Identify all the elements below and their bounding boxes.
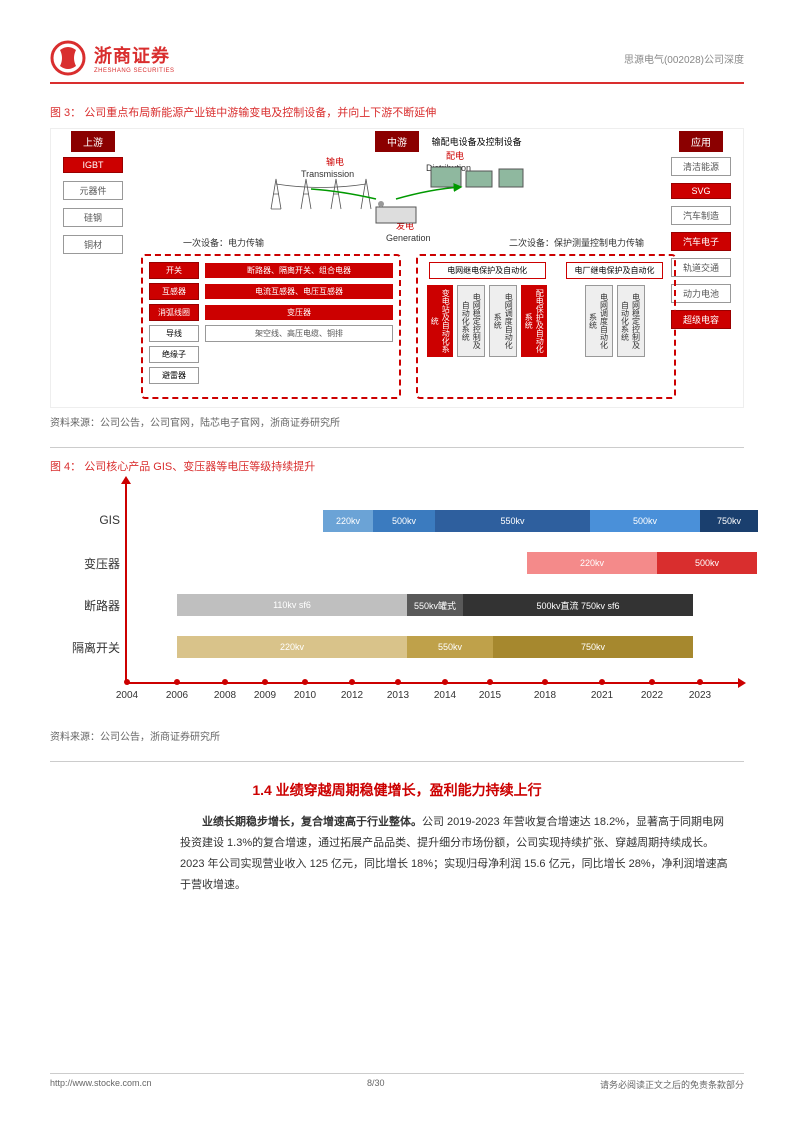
badge: 汽车电子 <box>671 232 731 251</box>
badge: 汽车制造 <box>671 206 731 225</box>
page-header: 浙商证券 ZHESHANG SECURITIES 思源电气(002028)公司深… <box>50 40 744 84</box>
timeline-seg: 750kv <box>700 510 758 532</box>
fig4-title: 图 4： 公司核心产品 GIS、变压器等电压等级持续提升 <box>50 458 744 474</box>
badge: 动力电池 <box>671 284 731 303</box>
brand-en: ZHESHANG SECURITIES <box>94 68 175 74</box>
logo-icon <box>50 40 86 76</box>
brand-cn: 浙商证券 <box>94 42 175 68</box>
badge: 超级电容 <box>671 310 731 329</box>
fig4-chart: GIS220kv500kv550kv500kv750kv变压器220kv500k… <box>50 482 744 722</box>
upstream-hdr: 上游 <box>71 131 115 152</box>
svg-text:Generation: Generation <box>386 233 431 243</box>
timeline-seg: 550kv <box>435 510 590 532</box>
row-label: 隔离开关 <box>50 639 120 656</box>
fig3-title: 图 3： 公司重点布局新能源产业链中游输变电及控制设备，并向上下游不断延伸 <box>50 104 744 120</box>
badge: 清洁能源 <box>671 157 731 176</box>
trans-cn: 输电 <box>326 156 344 167</box>
svg-text:配电: 配电 <box>446 150 464 161</box>
row-label: 断路器 <box>50 597 120 614</box>
timeline-seg: 220kv <box>323 510 373 532</box>
fig4-source: 资料来源：公司公告，浙商证券研究所 <box>50 728 744 743</box>
primary-equipment-box: 一次设备：电力传输 开关断路器、隔离开关、组合电器互感器电流互感器、电压互感器消… <box>141 254 401 399</box>
body-paragraph: 业绩长期稳步增长，复合增速高于行业整体。公司 2019-2023 年营收复合增速… <box>180 812 734 896</box>
badge: 元器件 <box>63 181 123 200</box>
timeline-seg: 500kv <box>657 552 757 574</box>
svg-text:Transmission: Transmission <box>301 169 354 179</box>
timeline-seg: 220kv <box>177 636 407 658</box>
timeline-seg: 110kv sf6 <box>177 594 407 616</box>
secondary-equipment-box: 二次设备：保护测量控制电力传输 电网继电保护及自动化 变电站及自动化系统电网稳定… <box>416 254 676 399</box>
badge: SVG <box>671 183 731 199</box>
footer-url: http://www.stocke.com.cn <box>50 1078 152 1091</box>
fig3-diagram: 上游 中游 输配电设备及控制设备 应用 IGBT元器件硅钢铜材 清洁能源SVG汽… <box>50 128 744 408</box>
badge: IGBT <box>63 157 123 173</box>
timeline-seg: 500kv直流 750kv sf6 <box>463 594 693 616</box>
row-label: 变压器 <box>50 555 120 572</box>
badge: 轨道交通 <box>671 258 731 277</box>
badge: 硅钢 <box>63 208 123 227</box>
timeline-seg: 550kv罐式 <box>407 594 463 616</box>
page-footer: http://www.stocke.com.cn 8/30 请务必阅读正文之后的… <box>50 1073 744 1091</box>
mid-sub: 输配电设备及控制设备 <box>432 135 522 148</box>
center-illustration: 输电 Transmission 配电 Distribution Generati… <box>231 149 551 244</box>
footer-disclaimer: 请务必阅读正文之后的免责条款部分 <box>600 1078 744 1091</box>
timeline-seg: 220kv <box>527 552 657 574</box>
timeline-seg: 500kv <box>590 510 700 532</box>
timeline-seg: 550kv <box>407 636 493 658</box>
brand-logo: 浙商证券 ZHESHANG SECURITIES <box>50 40 175 76</box>
fig3-source: 资料来源：公司公告，公司官网，陆芯电子官网，浙商证券研究所 <box>50 414 744 429</box>
section-title: 1.4 业绩穿越周期稳健增长，盈利能力持续上行 <box>50 780 744 800</box>
timeline-seg: 500kv <box>373 510 435 532</box>
footer-page: 8/30 <box>367 1078 385 1091</box>
timeline-seg: 750kv <box>493 636 693 658</box>
row-label: GIS <box>50 513 120 527</box>
doc-subtitle: 思源电气(002028)公司深度 <box>624 51 744 66</box>
app-hdr: 应用 <box>679 131 723 152</box>
badge: 铜材 <box>63 235 123 254</box>
